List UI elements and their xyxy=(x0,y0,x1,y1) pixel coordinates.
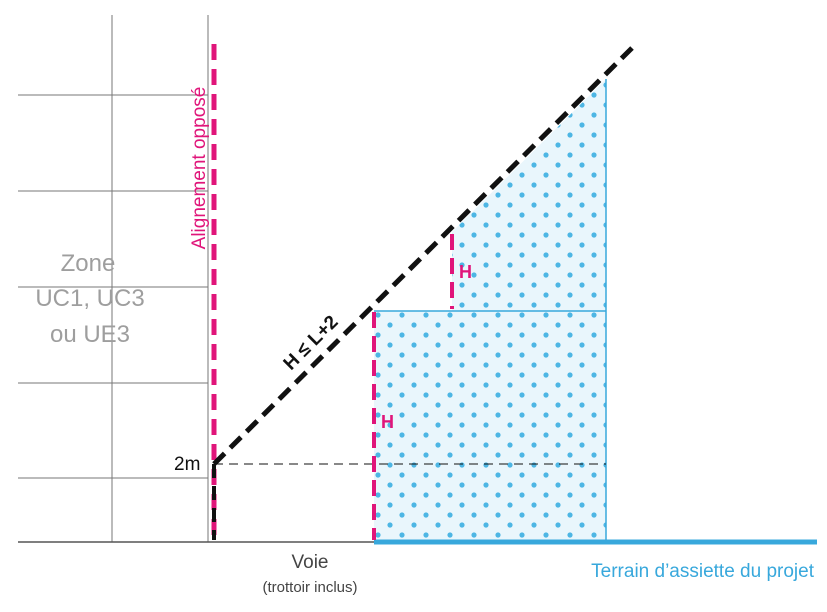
neighbour-building-grid xyxy=(18,15,209,542)
alignement-oppose-label: Alignement opposé xyxy=(189,87,210,250)
building-volume-outline xyxy=(374,79,607,542)
zone-label-line-1: Zone xyxy=(61,250,116,277)
height-limit-diagonal xyxy=(212,46,634,466)
terrain-label: Terrain d’assiette du projet xyxy=(591,561,815,582)
lower-height-label: H xyxy=(381,412,394,432)
zone-label-line-2: UC1, UC3 xyxy=(35,285,144,312)
voie-label: Voie xyxy=(292,552,329,573)
trottoir-label: (trottoir inclus) xyxy=(262,579,357,596)
two-meter-label: 2m xyxy=(174,454,200,475)
upper-height-label: H xyxy=(459,262,472,282)
zone-label-line-3: ou UE3 xyxy=(50,321,130,348)
